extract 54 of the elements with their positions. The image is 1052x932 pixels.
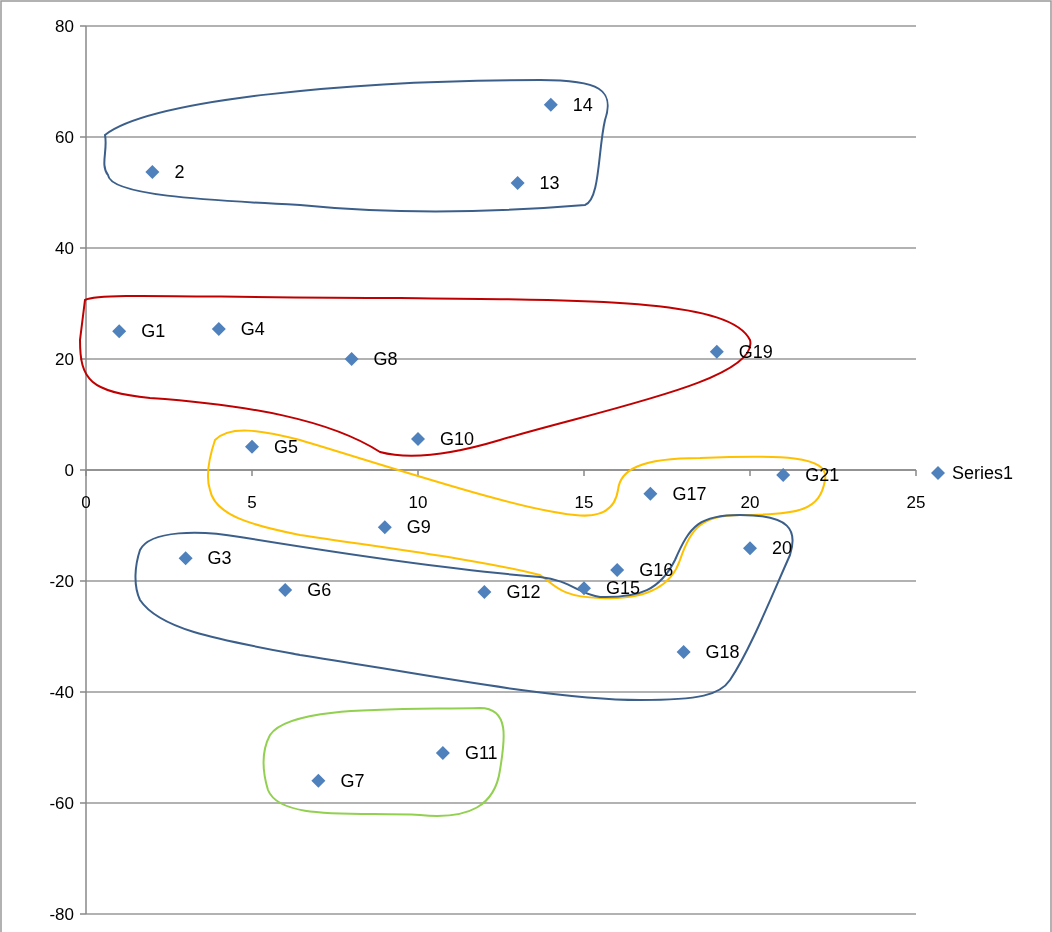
point bbox=[211, 322, 226, 337]
point bbox=[145, 164, 160, 179]
point bbox=[709, 344, 724, 359]
point bbox=[311, 773, 326, 788]
annotation: G7 bbox=[340, 770, 365, 791]
y-tick-label: -40 bbox=[49, 682, 74, 702]
point bbox=[344, 352, 359, 366]
point bbox=[411, 431, 425, 446]
point bbox=[776, 468, 791, 482]
annotation: G6 bbox=[307, 579, 332, 600]
annotation: G11 bbox=[464, 743, 498, 764]
y-tick-label: -60 bbox=[49, 793, 74, 813]
point bbox=[245, 439, 259, 454]
point bbox=[112, 324, 127, 339]
point bbox=[178, 551, 193, 566]
annotation: G15 bbox=[606, 578, 641, 599]
y-tick-label: 20 bbox=[55, 349, 74, 369]
point bbox=[610, 562, 625, 577]
point bbox=[577, 581, 591, 596]
x-tick-label: 0 bbox=[81, 493, 91, 512]
point bbox=[676, 645, 691, 660]
point bbox=[510, 176, 525, 191]
annotation: 13 bbox=[539, 173, 560, 194]
annotation: G12 bbox=[506, 582, 541, 603]
point bbox=[477, 585, 492, 600]
annotation: G5 bbox=[274, 436, 299, 457]
x-tick-label: 20 bbox=[740, 493, 760, 512]
x-tick-label: 5 bbox=[247, 493, 257, 512]
y-tick-label: 60 bbox=[55, 127, 74, 147]
annotation: G3 bbox=[207, 548, 232, 569]
annotation: G18 bbox=[705, 642, 740, 663]
annotation: G4 bbox=[240, 319, 265, 340]
x-tick-label: 25 bbox=[906, 493, 926, 512]
y-tick-label: -80 bbox=[49, 904, 74, 924]
annotation: G10 bbox=[440, 428, 475, 449]
annotation: 14 bbox=[572, 94, 593, 115]
x-tick-label: 15 bbox=[574, 493, 594, 512]
y-tick-label: 80 bbox=[55, 16, 74, 36]
annotation: 2 bbox=[174, 161, 185, 182]
annotation: G9 bbox=[406, 517, 431, 538]
y-tick-label: 0 bbox=[64, 460, 74, 480]
point bbox=[435, 746, 450, 761]
x-tick-label: 10 bbox=[408, 493, 428, 512]
point bbox=[377, 520, 392, 535]
point bbox=[743, 541, 757, 556]
y-tick-label: -20 bbox=[49, 571, 74, 591]
y-tick-label: 40 bbox=[55, 238, 74, 258]
point bbox=[543, 97, 558, 112]
annotation: G8 bbox=[373, 349, 398, 369]
legend-label: Series1 bbox=[952, 463, 1014, 484]
annotation: G17 bbox=[672, 483, 707, 504]
annotation: G1 bbox=[141, 321, 166, 342]
point bbox=[643, 486, 658, 501]
point bbox=[278, 582, 293, 597]
